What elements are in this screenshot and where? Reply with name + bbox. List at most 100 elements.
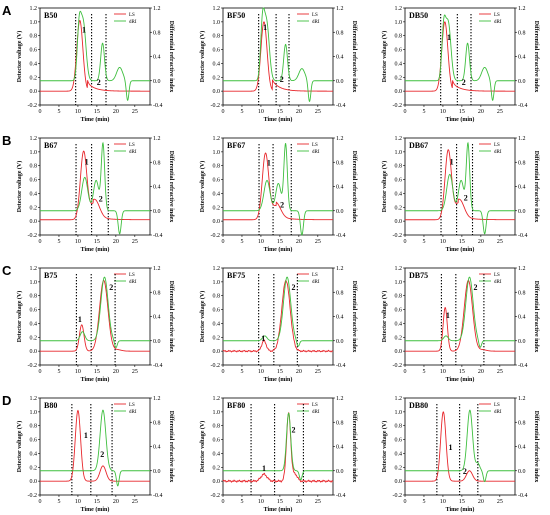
y2-tick-label: 1.2 (518, 266, 526, 272)
peak-label-2: 2 (464, 193, 468, 202)
chart-panel-db67: -0.2 0.0 0.2 0.4 0.6 0.8 1.0 1.2 -0.4 0.0 0.4 0.8 1.… (381, 136, 539, 253)
x-tick-label: 10 (440, 369, 446, 375)
x-tick-label: 0 (404, 499, 407, 505)
x-tick-label: 0 (39, 239, 42, 245)
x-tick-label: 5 (240, 499, 243, 505)
y2-axis-label: Differential refractive index (533, 411, 539, 482)
x-tick-label: 0 (222, 499, 225, 505)
y-tick-label: 0.4 (395, 321, 403, 327)
x-tick-label: 20 (113, 369, 119, 375)
y2-tick-label: 0.4 (336, 445, 344, 451)
peak-label-1: 1 (84, 431, 88, 440)
y-axis-label: Detector voltage (V) (381, 421, 388, 473)
series-line-dri (40, 10, 150, 102)
y2-tick-label: 0.8 (518, 420, 526, 426)
x-tick-label: 25 (315, 499, 321, 505)
y-tick-label: 0.2 (395, 75, 403, 81)
legend-label-dri: dRI (312, 280, 320, 285)
series-line-dri (405, 409, 515, 483)
legend-label-ls: LS (129, 143, 135, 148)
peak-label-2: 2 (463, 467, 467, 476)
y2-tick-label: 0.8 (518, 290, 526, 296)
y-tick-label: 0.4 (30, 451, 38, 457)
x-tick-label: 25 (497, 369, 503, 375)
y2-tick-label: 1.2 (518, 396, 526, 402)
y-axis-label: Detector voltage (V) (16, 421, 23, 473)
series-line-dri (223, 7, 333, 102)
legend-label-dri: dRI (494, 150, 502, 155)
peak-label-1: 1 (267, 159, 271, 168)
y-tick-label: 0.0 (213, 219, 221, 225)
legend-label-dri: dRI (129, 150, 137, 155)
x-tick-label: 25 (315, 369, 321, 375)
y-tick-label: 0.6 (213, 178, 221, 184)
y-tick-label: 1.0 (30, 280, 38, 286)
y-tick-label: 0.0 (30, 349, 38, 355)
y-tick-label: 0.0 (30, 89, 38, 95)
y-tick-label: 0.0 (213, 349, 221, 355)
x-tick-label: 25 (497, 239, 503, 245)
y-tick-label: 1.2 (395, 136, 403, 142)
y-tick-label: 0.2 (213, 75, 221, 81)
y-tick-label: 0.6 (30, 308, 38, 314)
x-tick-label: 0 (404, 369, 407, 375)
y2-tick-label: 0.4 (153, 55, 161, 61)
y-tick-label: -0.2 (211, 103, 221, 109)
y-tick-label: 0.0 (213, 89, 221, 95)
series-line-ls (405, 411, 515, 482)
y-axis-label: Detector voltage (V) (199, 161, 206, 213)
x-tick-label: 10 (258, 239, 264, 245)
y2-tick-label: 0.0 (518, 209, 526, 215)
x-axis-label: Time (min) (446, 506, 475, 513)
y-tick-label: 1.2 (395, 6, 403, 12)
x-tick-label: 0 (222, 109, 225, 115)
row-letter-d: D (2, 393, 11, 408)
panel-title: B80 (44, 401, 57, 410)
y-tick-label: 0.0 (213, 479, 221, 485)
y2-axis-label: Differential refractive index (168, 151, 174, 222)
y2-tick-label: 0.4 (518, 55, 526, 61)
x-tick-label: 15 (94, 369, 100, 375)
y-axis-label: Detector voltage (V) (16, 291, 23, 343)
legend-label-dri: dRI (494, 20, 502, 25)
y-tick-label: -0.2 (28, 363, 38, 369)
series-line-dri (40, 276, 150, 349)
y-axis-label: Detector voltage (V) (381, 291, 388, 343)
y2-axis-label: Differential refractive index (351, 21, 357, 92)
y2-axis-label: Differential refractive index (351, 151, 357, 222)
series-line-dri (223, 143, 333, 236)
y-tick-label: 0.4 (213, 191, 221, 197)
x-tick-label: 0 (404, 109, 407, 115)
panel-title: BF50 (227, 11, 245, 20)
x-tick-label: 0 (39, 499, 42, 505)
y-tick-label: 1.2 (213, 266, 221, 272)
y2-tick-label: -0.4 (336, 103, 346, 109)
x-axis-label: Time (min) (446, 246, 475, 253)
y-axis-label: Detector voltage (V) (199, 31, 206, 83)
y-axis-label: Detector voltage (V) (381, 31, 388, 83)
x-tick-label: 0 (39, 369, 42, 375)
series-line-dri (223, 412, 333, 481)
x-tick-label: 25 (132, 239, 138, 245)
y-tick-label: 0.4 (395, 191, 403, 197)
chart-panel-db75: -0.2 0.0 0.2 0.4 0.6 0.8 1.0 1.2 -0.4 0.0 0.4 0.8 1.… (381, 266, 539, 383)
y-tick-label: 1.2 (30, 136, 38, 142)
series-line-ls (222, 279, 334, 353)
series-line-dri (405, 141, 515, 235)
legend-label-dri: dRI (129, 280, 137, 285)
y2-tick-label: -0.4 (336, 493, 346, 499)
y-tick-label: 1.2 (213, 6, 221, 12)
chart-panel-db50: -0.2 0.0 0.2 0.4 0.6 0.8 1.0 1.2 -0.4 0.0 0.4 0.8 1.… (381, 6, 539, 123)
peak-label-2: 2 (100, 450, 104, 459)
x-tick-label: 15 (277, 369, 283, 375)
series-line-dri (40, 141, 150, 235)
y-tick-label: 0.6 (395, 438, 403, 444)
y-tick-label: 0.0 (30, 479, 38, 485)
y-tick-label: 1.2 (395, 266, 403, 272)
panel-title: BF67 (227, 141, 245, 150)
series-line-ls (40, 150, 150, 221)
y-tick-label: 0.4 (395, 451, 403, 457)
y2-tick-label: 0.8 (153, 290, 161, 296)
legend-label-ls: LS (312, 403, 318, 408)
